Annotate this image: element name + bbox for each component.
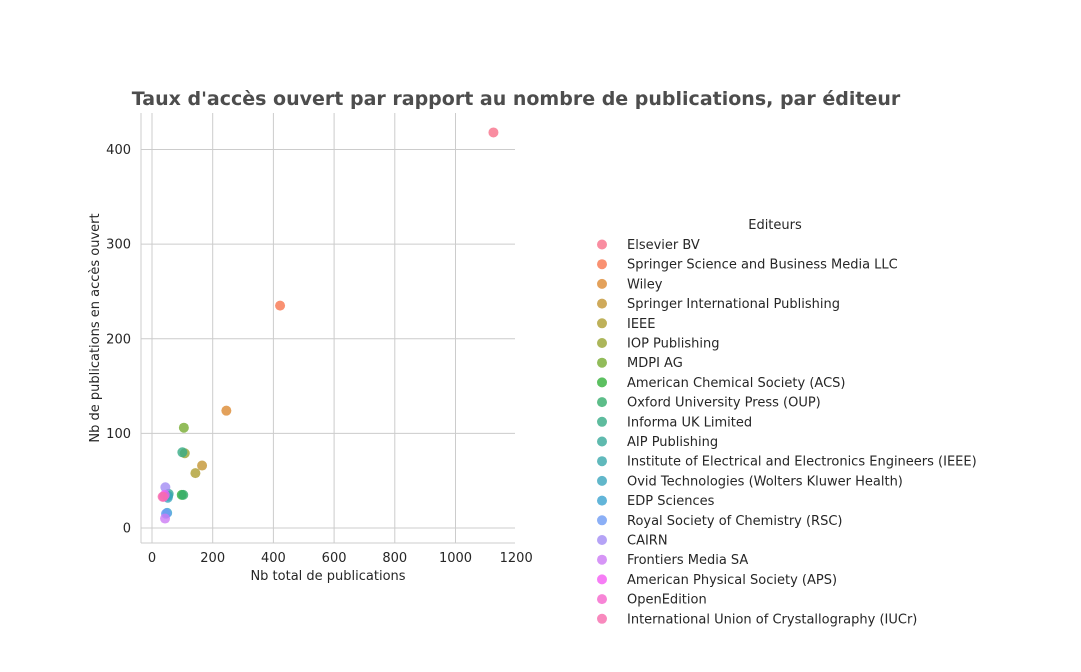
data-point [157,491,168,502]
legend-marker [597,377,607,388]
legend-marker [597,613,607,624]
legend-label: AIP Publishing [627,435,718,450]
data-point [160,482,171,493]
x-axis-label: Nb total de publications [250,569,405,584]
data-point [197,460,208,471]
legend-marker [597,338,607,348]
legend-label: Ovid Technologies (Wolters Kluwer Health… [627,474,903,489]
legend-marker [597,239,607,250]
legend-item: MDPI AG [597,356,683,371]
legend-item: American Physical Society (APS) [597,573,837,588]
legend-label: CAIRN [627,534,668,549]
legend-item: Springer International Publishing [597,297,840,312]
legend-marker [597,475,607,486]
legend-marker [597,515,607,526]
legend-label: IOP Publishing [627,337,719,352]
x-tick-label: 1200 [500,551,533,566]
legend-label: Oxford University Press (OUP) [627,396,821,411]
data-point [178,422,189,433]
legend-label: Informa UK Limited [627,415,752,430]
legend-item: Elsevier BV [597,238,700,253]
legend-title: Editeurs [748,218,802,233]
legend-label: Royal Society of Chemistry (RSC) [627,514,843,529]
legend-label: International Union of Crystallography (… [627,612,917,627]
legend-item: Royal Society of Chemistry (RSC) [597,514,843,529]
chart-title: Taux d'accès ouvert par rapport au nombr… [132,88,901,110]
legend-item: IEEE [597,317,655,332]
y-axis-ticks: 0 100 200 300 400 [106,143,131,537]
legend-label: EDP Sciences [627,494,715,509]
legend-marker [597,318,607,329]
x-tick-label: 600 [322,551,347,566]
legend-marker [597,535,607,545]
legend-marker [597,436,607,447]
legend-label: Springer Science and Business Media LLC [627,258,898,273]
legend-item: International Union of Crystallography (… [597,612,917,627]
data-point [160,513,171,524]
legend-marker [597,594,607,605]
data-point [177,447,188,458]
legend: Editeurs Elsevier BV Springer Science and… [597,218,977,627]
legend-item: CAIRN [597,534,668,549]
legend-item: Institute of Electrical and Electronics … [597,455,977,470]
legend-label: American Chemical Society (ACS) [627,376,845,391]
legend-label: Wiley [627,277,663,292]
data-point [221,405,232,416]
legend-item: Wiley [597,277,663,292]
legend-item: Informa UK Limited [597,415,752,430]
legend-label: Springer International Publishing [627,297,840,312]
legend-marker [597,397,607,408]
legend-item: American Chemical Society (ACS) [597,376,845,391]
data-points [157,127,499,524]
legend-marker [597,259,607,270]
legend-item: Springer Science and Business Media LLC [597,258,898,273]
x-tick-label: 200 [200,551,225,566]
legend-label: Institute of Electrical and Electronics … [627,455,977,470]
legend-item: Ovid Technologies (Wolters Kluwer Health… [597,474,903,489]
legend-marker [597,298,607,309]
data-point [178,489,189,500]
y-axis-label: Nb de publications en accès ouvert [88,213,103,442]
data-point [190,468,201,479]
legend-label: OpenEdition [627,593,707,608]
y-tick-label: 300 [106,238,131,253]
x-axis-ticks: 0 200 400 600 800 1000 1200 [148,551,533,566]
axes-spines [140,113,515,544]
legend-label: Frontiers Media SA [627,553,748,568]
legend-label: Elsevier BV [627,238,700,253]
x-tick-label: 800 [382,551,407,566]
data-point [275,300,286,311]
y-tick-label: 200 [106,332,131,347]
legend-marker [597,554,607,565]
legend-item: Oxford University Press (OUP) [597,396,821,411]
legend-marker [597,278,607,289]
legend-marker [597,456,607,467]
x-tick-label: 1000 [439,551,472,566]
y-tick-label: 0 [123,522,131,537]
legend-item: EDP Sciences [597,494,715,509]
y-tick-label: 100 [106,427,131,442]
legend-label: IEEE [627,317,655,332]
x-tick-label: 0 [148,551,156,566]
legend-items: Elsevier BV Springer Science and Business… [597,238,977,627]
gridlines [141,113,515,543]
legend-marker [597,416,607,427]
legend-item: OpenEdition [597,593,707,608]
legend-marker [597,357,607,368]
legend-label: MDPI AG [627,356,683,371]
legend-label: American Physical Society (APS) [627,573,837,588]
legend-item: AIP Publishing [597,435,718,450]
legend-item: IOP Publishing [597,337,719,352]
x-tick-label: 400 [261,551,286,566]
legend-marker [597,495,607,506]
legend-marker [597,574,607,585]
data-point [488,127,499,138]
y-tick-label: 400 [106,143,131,158]
legend-item: Frontiers Media SA [597,553,748,568]
